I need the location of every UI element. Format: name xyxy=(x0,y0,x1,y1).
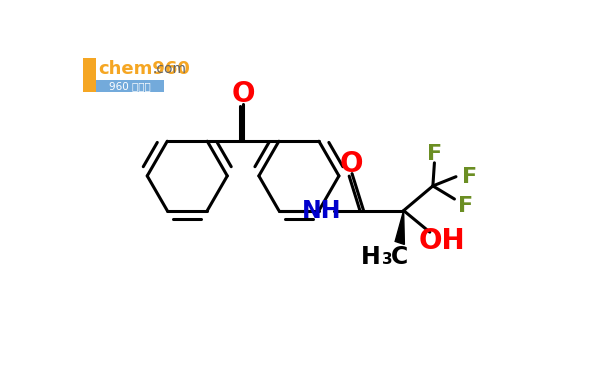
Text: .com: .com xyxy=(152,62,186,76)
Text: OH: OH xyxy=(419,227,465,255)
Text: C: C xyxy=(391,245,408,269)
Text: chem960: chem960 xyxy=(98,60,190,78)
Text: F: F xyxy=(427,144,442,164)
Polygon shape xyxy=(395,211,404,244)
Text: NH: NH xyxy=(301,199,341,223)
Text: O: O xyxy=(339,150,363,178)
Text: F: F xyxy=(462,167,477,187)
FancyBboxPatch shape xyxy=(96,80,164,92)
FancyBboxPatch shape xyxy=(83,58,96,92)
Text: H: H xyxy=(361,245,381,269)
Text: O: O xyxy=(231,80,255,108)
Text: 3: 3 xyxy=(382,252,393,267)
Text: F: F xyxy=(459,196,474,216)
Text: 960 化工网: 960 化工网 xyxy=(110,81,151,91)
